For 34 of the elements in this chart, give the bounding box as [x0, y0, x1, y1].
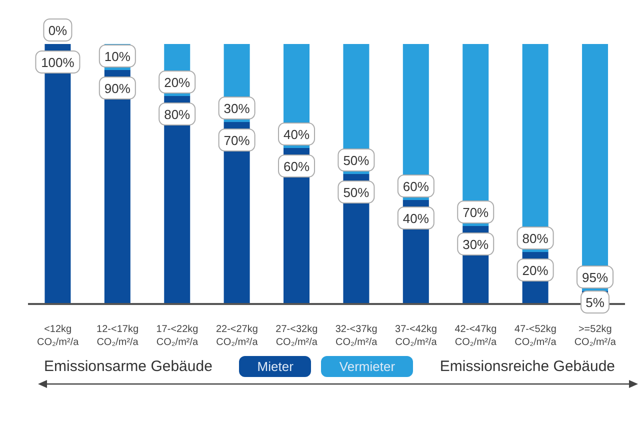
x-tick-label: 27-<32kg CO₂/m²/a	[276, 324, 318, 348]
data-label: 50%	[343, 153, 370, 168]
x-tick-label: 42-<47kg CO₂/m²/a	[454, 324, 498, 348]
text: Vermieter	[321, 356, 414, 377]
data-label: 70%	[462, 205, 490, 220]
data-label: 60%	[284, 159, 310, 174]
data-label: 5%	[586, 295, 605, 310]
data-label: 60%	[402, 179, 430, 194]
data-label: 80%	[522, 231, 549, 246]
x-tick-label: >=52kg CO₂/m²/a	[574, 324, 616, 348]
text: Emissionsarme Gebäude	[44, 358, 212, 375]
data-label: 20%	[164, 75, 191, 90]
x-tick-label: 22-<27kg CO₂/m²/a	[216, 324, 258, 348]
x-tick-label: 17-<22kg CO₂/m²/a	[156, 324, 199, 348]
x-tick-label: 32-<37kg CO₂/m²/a	[335, 324, 378, 348]
x-tick-label: <12kg CO₂/m²/a	[37, 324, 80, 348]
data-label: 80%	[164, 107, 191, 122]
data-label: 30%	[462, 237, 490, 252]
text: Mieter	[239, 356, 312, 377]
data-label: 70%	[224, 133, 250, 148]
x-tick-label: 47-<52kg CO₂/m²/a	[514, 324, 557, 348]
data-label: 30%	[224, 101, 250, 116]
data-label: 20%	[522, 263, 549, 278]
data-label: 50%	[343, 185, 370, 200]
data-label: 0%	[48, 23, 68, 38]
x-tick-label: 37-<42kg CO₂/m²/a	[395, 324, 438, 348]
data-label: 10%	[104, 49, 131, 64]
data-label: 100%	[41, 55, 75, 70]
x-tick-label: 12-<17kg CO₂/m²/a	[96, 324, 139, 348]
data-label: 90%	[104, 81, 131, 96]
data-label: 40%	[402, 211, 430, 226]
data-label: 95%	[582, 270, 608, 285]
text: Emissionsreiche Gebäude	[440, 358, 615, 375]
data-label: 40%	[284, 127, 310, 142]
